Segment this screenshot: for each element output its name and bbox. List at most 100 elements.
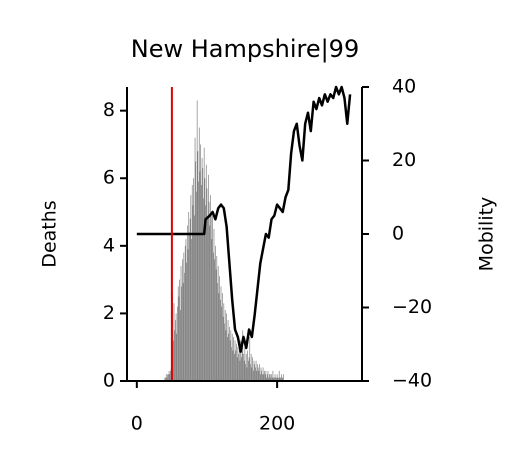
bar bbox=[209, 225, 211, 381]
bar bbox=[269, 374, 271, 381]
x-tick-label: 0 bbox=[131, 413, 143, 435]
bar bbox=[264, 374, 266, 381]
bar bbox=[189, 218, 191, 381]
bar bbox=[231, 347, 232, 381]
bar bbox=[240, 357, 242, 381]
bar bbox=[184, 272, 185, 381]
bar bbox=[177, 306, 178, 381]
bar bbox=[194, 137, 196, 381]
bar bbox=[219, 276, 220, 381]
bar bbox=[235, 350, 237, 381]
bar bbox=[189, 232, 190, 381]
bar bbox=[245, 353, 247, 381]
bar bbox=[188, 212, 190, 381]
bar bbox=[266, 374, 268, 381]
bar bbox=[236, 343, 237, 381]
bar bbox=[240, 340, 241, 381]
bar bbox=[167, 374, 169, 381]
bar bbox=[259, 374, 261, 381]
bar bbox=[203, 198, 204, 381]
x-tick-label: 200 bbox=[259, 413, 295, 435]
y-tick-label: 2 bbox=[103, 302, 115, 324]
bar bbox=[257, 364, 258, 381]
bar bbox=[185, 239, 187, 381]
y2-axis-label: Mobility bbox=[476, 197, 498, 272]
bar bbox=[186, 262, 187, 381]
bar bbox=[178, 296, 180, 381]
bar bbox=[243, 353, 244, 381]
bar bbox=[233, 353, 235, 381]
bar bbox=[196, 191, 197, 381]
bar bbox=[205, 164, 207, 381]
bar bbox=[278, 377, 279, 381]
bar bbox=[283, 374, 284, 381]
bar bbox=[222, 316, 224, 381]
bar bbox=[250, 364, 251, 381]
bar bbox=[281, 377, 283, 381]
bar bbox=[276, 374, 278, 381]
y-tick-label: 4 bbox=[103, 234, 115, 256]
bar bbox=[225, 330, 227, 381]
bar bbox=[258, 370, 260, 381]
bar bbox=[203, 147, 205, 381]
y-tick-label: 6 bbox=[103, 167, 115, 189]
bar bbox=[199, 171, 201, 381]
bar bbox=[165, 377, 166, 381]
y2-tick-label: −20 bbox=[392, 296, 432, 318]
bar bbox=[191, 185, 193, 381]
bar bbox=[248, 357, 250, 381]
bar bbox=[270, 377, 272, 381]
bar bbox=[234, 340, 236, 381]
bar bbox=[273, 377, 275, 381]
bar bbox=[168, 370, 170, 381]
bar bbox=[210, 215, 212, 381]
bar bbox=[229, 326, 230, 381]
bar bbox=[196, 100, 198, 381]
bar bbox=[241, 350, 243, 381]
bar bbox=[250, 353, 252, 381]
bar bbox=[244, 347, 246, 381]
bar bbox=[207, 218, 209, 381]
y2-tick-label: 20 bbox=[392, 149, 416, 171]
bar bbox=[208, 174, 209, 381]
bar bbox=[261, 370, 263, 381]
bar bbox=[219, 299, 221, 381]
bar bbox=[175, 320, 176, 381]
bar bbox=[179, 310, 181, 381]
bar bbox=[198, 181, 199, 381]
y-tick-label: 0 bbox=[103, 370, 115, 392]
bar bbox=[231, 333, 233, 381]
y2-tick-label: 40 bbox=[392, 76, 416, 98]
bar bbox=[215, 245, 216, 381]
bar bbox=[180, 266, 182, 381]
bar bbox=[253, 360, 255, 381]
bar bbox=[274, 374, 276, 381]
bar bbox=[208, 201, 210, 381]
bar bbox=[243, 360, 245, 381]
bar bbox=[282, 377, 284, 381]
bar bbox=[176, 333, 178, 381]
bar bbox=[168, 374, 169, 381]
bar bbox=[230, 330, 232, 381]
y-tick-label: 8 bbox=[103, 99, 115, 121]
bar bbox=[187, 249, 189, 381]
bar bbox=[169, 374, 171, 381]
y-axis-label: Deaths bbox=[39, 200, 61, 267]
bar bbox=[165, 374, 167, 381]
bar bbox=[239, 360, 241, 381]
bar bbox=[201, 185, 202, 381]
bar bbox=[251, 367, 253, 381]
bar bbox=[262, 374, 263, 381]
bar bbox=[262, 367, 264, 381]
bar bbox=[201, 157, 203, 381]
bar bbox=[260, 367, 262, 381]
bar bbox=[242, 330, 244, 381]
bar bbox=[255, 360, 257, 381]
bar bbox=[186, 225, 188, 381]
bar bbox=[213, 228, 215, 381]
bar bbox=[195, 161, 197, 381]
bar bbox=[259, 364, 260, 381]
bar bbox=[271, 374, 272, 381]
bar bbox=[248, 360, 249, 381]
